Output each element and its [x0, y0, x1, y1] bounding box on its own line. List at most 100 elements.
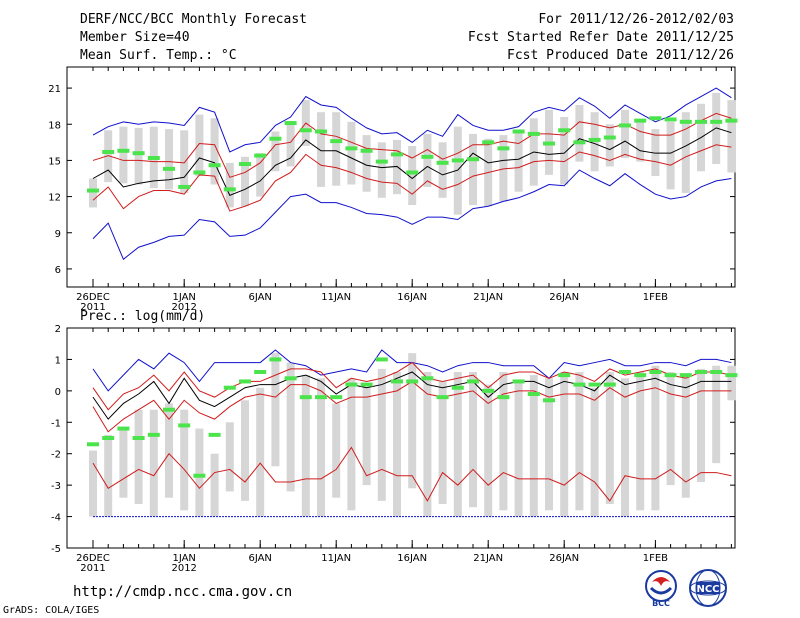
median-3	[132, 436, 145, 440]
x-tick-label: 1JAN	[172, 292, 195, 303]
x-tick-label: 1FEB	[643, 292, 668, 303]
box-2	[119, 428, 128, 498]
median-27	[497, 395, 510, 400]
median-36	[634, 118, 647, 123]
median-26	[482, 388, 495, 393]
median-0	[87, 188, 99, 193]
median-12	[269, 357, 282, 362]
box-15	[317, 378, 325, 517]
box-10	[241, 400, 249, 501]
box-21	[408, 353, 417, 489]
y-tick-label: 6	[55, 265, 61, 276]
box-13	[286, 121, 295, 167]
box-18	[362, 135, 371, 192]
box-39	[681, 112, 690, 193]
median-41	[710, 119, 723, 124]
box-4	[149, 409, 158, 517]
y-tick-label: 18	[48, 120, 61, 131]
member-size-label: Member Size=40	[80, 30, 190, 45]
box-16	[332, 403, 341, 498]
median-6	[178, 423, 191, 428]
median-35	[619, 123, 631, 128]
box-2	[119, 126, 128, 184]
median-22	[421, 154, 434, 159]
box-32	[575, 104, 584, 162]
box-31	[560, 372, 569, 517]
median-23	[436, 160, 449, 165]
forecast-period-label: For 2011/12/26-2012/02/03	[538, 12, 734, 27]
median-10	[239, 162, 251, 167]
max-envelope-line	[92, 87, 732, 153]
box-8	[210, 118, 219, 185]
x-tick-label: 6JAN	[248, 553, 271, 564]
median-27	[497, 146, 510, 151]
box-34	[605, 124, 614, 167]
median-5	[163, 166, 175, 171]
x-tick-sublabel: 2011	[80, 302, 105, 313]
x-tick-label: 11JAN	[321, 292, 351, 303]
source-url[interactable]: http://cmdp.ncc.cma.gov.cn	[73, 584, 293, 600]
x-tick-label: 21JAN	[473, 292, 503, 303]
box-10	[241, 156, 249, 207]
box-36	[636, 372, 645, 511]
median-28	[512, 379, 525, 384]
box-9	[225, 162, 234, 208]
box-38	[666, 121, 675, 190]
box-35	[621, 378, 629, 517]
box-20	[393, 372, 401, 517]
x-tick-label: 26JAN	[549, 553, 579, 564]
median-34	[603, 135, 616, 140]
precip-label: Prec.: log(mm/d)	[80, 309, 206, 324]
bcc-logo-text: BCC	[652, 599, 670, 608]
median-8	[208, 432, 221, 437]
box-36	[636, 120, 645, 162]
median-30	[543, 398, 555, 403]
median-35	[619, 370, 631, 374]
median-40	[695, 370, 707, 374]
box-0	[89, 178, 97, 208]
box-14	[301, 375, 310, 517]
box-27	[499, 135, 508, 202]
box-11	[256, 387, 265, 517]
box-37	[651, 129, 660, 177]
box-24	[453, 372, 462, 517]
median-32	[573, 382, 586, 387]
x-tick-label: 16JAN	[397, 292, 427, 303]
y-tick-label: 12	[48, 193, 61, 204]
median-38	[664, 373, 677, 378]
median-31	[558, 128, 571, 133]
y-tick-label: -1	[51, 418, 61, 429]
y-tick-label: 21	[48, 84, 61, 95]
box-0	[89, 450, 97, 517]
box-12	[271, 131, 280, 172]
box-39	[681, 375, 690, 498]
x-tick-label: 21JAN	[473, 553, 503, 564]
box-6	[180, 409, 189, 511]
median-39	[679, 119, 692, 124]
box-42	[727, 365, 736, 401]
median-32	[573, 140, 586, 145]
median-8	[208, 163, 221, 168]
forecast-started-label: Fcst Started Refer Date 2011/12/25	[467, 30, 734, 45]
box-3	[134, 127, 143, 185]
median-33	[588, 137, 601, 142]
median-42	[725, 373, 738, 378]
median-34	[603, 382, 616, 387]
logos: BCC NCC	[645, 569, 727, 608]
median-2	[117, 148, 130, 153]
plot-frame	[66, 327, 736, 549]
box-19	[377, 368, 386, 501]
y-tick-label: -3	[51, 481, 61, 492]
variable-label: Mean Surf. Temp.: °C	[80, 48, 237, 63]
box-29	[529, 375, 538, 517]
box-17	[347, 378, 356, 511]
median-17	[345, 382, 358, 387]
x-tick-sublabel: 2011	[80, 563, 105, 574]
median-24	[451, 158, 464, 163]
median-24	[451, 385, 464, 390]
median-36	[634, 373, 647, 378]
box-8	[210, 453, 219, 517]
median-20	[391, 379, 403, 384]
